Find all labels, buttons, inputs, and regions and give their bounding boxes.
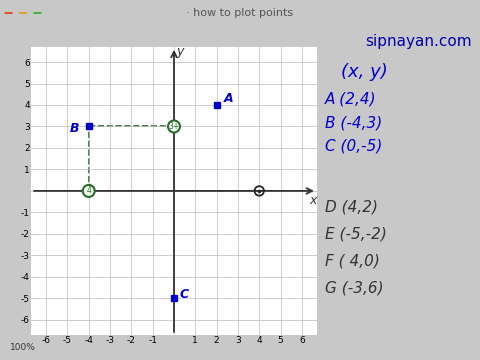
Text: F ( 4,0): F ( 4,0) [325, 253, 380, 268]
Circle shape [83, 185, 95, 197]
Text: E (-5,-2): E (-5,-2) [325, 226, 387, 241]
Circle shape [168, 121, 180, 132]
Text: C: C [180, 288, 189, 301]
Text: D (4,2): D (4,2) [325, 199, 378, 214]
Text: 3+: 3+ [168, 122, 180, 131]
Text: A: A [224, 92, 234, 105]
Text: C (0,-5): C (0,-5) [325, 139, 383, 154]
Text: 100%: 100% [10, 343, 36, 352]
Text: x: x [309, 194, 316, 207]
Text: sipnayan.com: sipnayan.com [365, 35, 472, 49]
Text: 4: 4 [86, 186, 91, 195]
Text: G (-3,6): G (-3,6) [325, 280, 384, 295]
Text: y: y [176, 45, 184, 58]
Text: · how to plot points: · how to plot points [186, 8, 294, 18]
Text: B (-4,3): B (-4,3) [325, 115, 382, 130]
Text: (x, y): (x, y) [341, 63, 388, 81]
Text: A (2,4): A (2,4) [325, 92, 377, 107]
Text: B: B [70, 122, 79, 135]
